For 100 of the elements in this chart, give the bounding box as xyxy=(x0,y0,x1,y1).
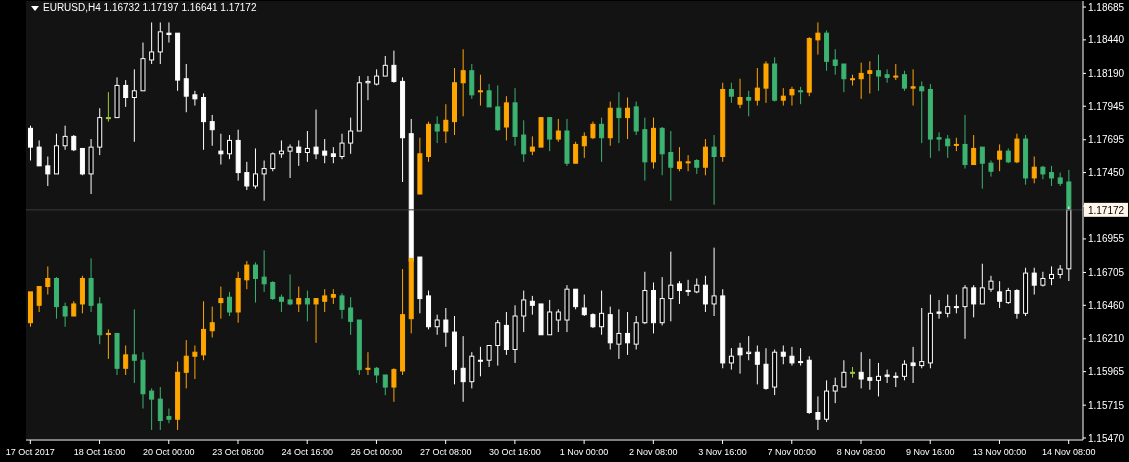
candlestick xyxy=(460,48,466,117)
candlestick xyxy=(919,307,925,369)
candlestick xyxy=(339,133,345,160)
candlestick xyxy=(555,308,561,333)
x-tick-label: 14 Nov 08:00 xyxy=(1041,447,1096,457)
candlestick xyxy=(979,263,985,305)
candlestick xyxy=(105,91,111,123)
candlestick xyxy=(573,141,579,164)
candlestick xyxy=(815,395,821,431)
x-tick-label: 27 Oct 08:00 xyxy=(419,447,472,457)
candlestick xyxy=(711,134,717,206)
y-tick-label: 1.17945 xyxy=(1088,100,1125,112)
candlestick xyxy=(261,249,267,293)
candlestick xyxy=(910,346,916,384)
candlestick xyxy=(348,117,354,155)
candlestick xyxy=(737,78,743,109)
candlestick xyxy=(313,109,319,160)
candlestick xyxy=(252,147,258,190)
x-tick-label: 1 Nov 00:00 xyxy=(559,447,609,457)
x-tick-label: 17 Oct 2017 xyxy=(5,447,55,457)
candlestick xyxy=(521,119,527,163)
candlestick xyxy=(529,295,535,316)
candlestick xyxy=(1040,271,1046,288)
candlestick xyxy=(322,138,328,164)
candlestick xyxy=(979,146,985,190)
candlestick xyxy=(227,134,233,160)
candlestick xyxy=(477,346,483,377)
candlestick xyxy=(131,308,137,384)
candlestick xyxy=(1031,267,1037,296)
candlestick xyxy=(798,347,804,367)
candlestick xyxy=(495,319,501,367)
candlestick xyxy=(997,143,1003,172)
candlestick xyxy=(62,302,68,328)
candlestick xyxy=(555,118,561,143)
candlestick xyxy=(45,265,51,296)
candlestick xyxy=(780,345,786,365)
candlestick xyxy=(521,290,527,333)
x-tick-label: 20 Oct 00:00 xyxy=(143,447,195,457)
candlestick xyxy=(460,335,466,403)
candlestick xyxy=(227,291,233,317)
x-tick-label: 2 Nov 08:00 xyxy=(629,447,678,457)
candlestick xyxy=(901,70,907,92)
candlestick xyxy=(105,328,111,360)
candlestick xyxy=(971,134,977,166)
candlestick xyxy=(529,135,535,156)
candlestick xyxy=(486,83,492,108)
candlestick xyxy=(339,292,345,320)
x-tick-label: 23 Oct 08:00 xyxy=(212,447,264,457)
candlestick xyxy=(832,377,838,404)
candlestick xyxy=(183,63,189,113)
x-tick-label: 13 Nov 00:00 xyxy=(972,447,1027,457)
candlestick xyxy=(296,286,302,313)
candlestick xyxy=(875,54,881,92)
candlestick xyxy=(45,155,51,187)
candlestick xyxy=(962,284,968,340)
candlestick xyxy=(149,21,155,65)
candlestick xyxy=(945,294,951,318)
candlestick xyxy=(209,306,215,338)
candlestick xyxy=(746,335,752,361)
candlestick xyxy=(382,55,388,77)
x-tick-label: 3 Nov 16:00 xyxy=(698,447,747,457)
candlestick xyxy=(599,117,605,163)
candlestick xyxy=(945,134,951,159)
x-tick-label: 7 Nov 00:00 xyxy=(767,447,817,457)
candlestick xyxy=(997,280,1003,309)
candlestick xyxy=(304,130,310,163)
candlestick xyxy=(867,358,873,391)
candlestick xyxy=(936,299,942,320)
candlestick xyxy=(789,346,795,367)
candlestick xyxy=(322,288,328,313)
x-tick-label: 30 Oct 16:00 xyxy=(489,447,541,457)
x-tick-label: 9 Nov 16:00 xyxy=(905,447,955,457)
candlestick xyxy=(884,369,890,384)
candlestick xyxy=(296,139,302,167)
candlestick xyxy=(365,351,371,376)
x-tick-label: 18 Oct 16:00 xyxy=(73,447,126,457)
candlestick xyxy=(815,21,821,56)
candlestick xyxy=(581,294,587,317)
candlestick xyxy=(711,247,717,317)
candlestick xyxy=(36,286,42,313)
candlestick xyxy=(676,146,682,172)
candlestick xyxy=(287,143,293,179)
y-tick-label: 1.16460 xyxy=(1088,299,1125,311)
candlestick xyxy=(157,21,163,65)
candlestick xyxy=(157,386,163,431)
candlestick xyxy=(365,75,371,101)
y-tick-label: 1.16955 xyxy=(1088,233,1125,245)
candlestick xyxy=(841,63,847,93)
candlestick xyxy=(1031,155,1037,184)
candlestick xyxy=(486,345,492,368)
candlestick xyxy=(789,86,795,107)
candlestick xyxy=(62,125,68,151)
y-tick-label: 1.18440 xyxy=(1088,34,1125,46)
candlestick xyxy=(581,131,587,159)
candlestick xyxy=(166,21,172,44)
y-tick-label: 1.15965 xyxy=(1088,366,1125,378)
candlestick xyxy=(858,351,864,389)
candlestick xyxy=(668,130,674,202)
candlestick xyxy=(304,290,310,322)
candlestick xyxy=(477,74,483,107)
